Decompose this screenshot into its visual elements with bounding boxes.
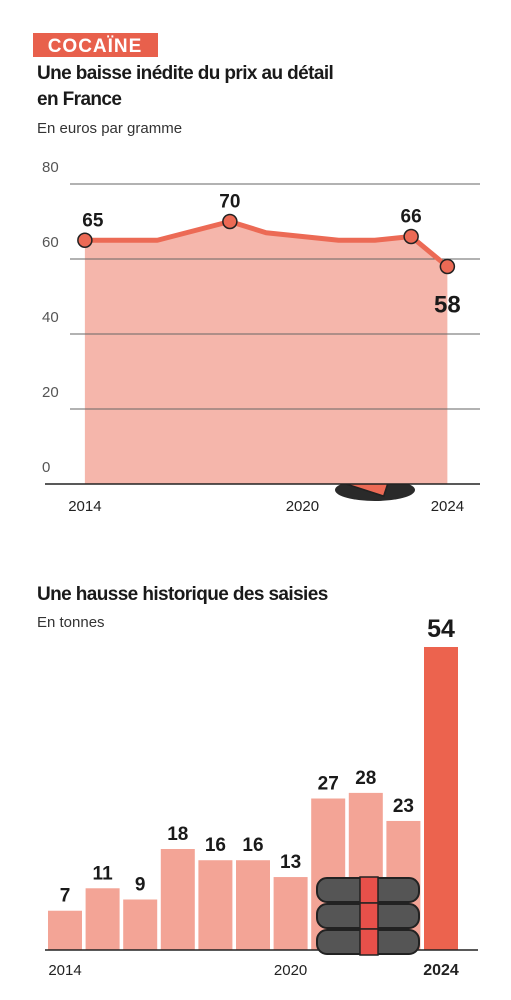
bar xyxy=(48,910,82,950)
y-tick-label: 40 xyxy=(42,309,59,326)
bundle-band xyxy=(359,902,379,930)
x-tick-label: 2014 xyxy=(68,498,101,515)
y-tick-label: 20 xyxy=(42,384,59,401)
data-label: 18 xyxy=(167,824,188,845)
x-tick-label: 2014 xyxy=(48,962,81,979)
data-label: 27 xyxy=(318,774,339,795)
data-label: 58 xyxy=(434,292,461,319)
data-label: 23 xyxy=(393,796,414,817)
data-label: 7 xyxy=(60,886,71,907)
marker xyxy=(439,258,456,275)
data-label: 16 xyxy=(205,835,226,856)
bar xyxy=(123,899,158,950)
chart-title: Une hausse historique des saisies xyxy=(37,584,328,605)
bar xyxy=(198,860,233,950)
line xyxy=(84,219,449,269)
data-label: 11 xyxy=(93,863,114,884)
chart-title: Une baisse inédite du prix au détail xyxy=(37,63,333,84)
bundle-band xyxy=(359,876,379,904)
marker xyxy=(222,213,238,230)
data-label: 9 xyxy=(135,875,146,896)
marker xyxy=(403,228,419,245)
data-label: 16 xyxy=(242,835,263,856)
data-label: 66 xyxy=(401,207,422,228)
x-tick-label: 2020 xyxy=(274,962,307,979)
bar xyxy=(236,860,270,950)
bar xyxy=(273,877,308,950)
tag: COCAÏNE xyxy=(48,36,143,57)
data-label: 54 xyxy=(427,615,455,643)
bar xyxy=(85,888,120,950)
chart-subtitle: En euros par gramme xyxy=(37,120,182,137)
data-label: 70 xyxy=(219,192,240,213)
bar xyxy=(424,647,458,950)
y-tick-label: 60 xyxy=(42,234,59,251)
x-tick-label: 2020 xyxy=(286,498,319,515)
chart-title: en France xyxy=(37,89,121,110)
area xyxy=(84,221,448,484)
x-tick-label: 2024 xyxy=(423,962,459,979)
data-label: 28 xyxy=(355,768,376,789)
marker xyxy=(77,232,93,248)
bundle-band xyxy=(359,928,379,956)
bar xyxy=(160,849,195,950)
tag-box xyxy=(33,33,158,57)
data-label: 65 xyxy=(82,210,104,231)
y-tick-label: 80 xyxy=(42,159,59,176)
chart-subtitle: En tonnes xyxy=(37,614,105,631)
y-tick-label: 0 xyxy=(42,459,50,476)
x-tick-label: 2024 xyxy=(431,498,464,515)
data-label: 13 xyxy=(280,852,301,873)
